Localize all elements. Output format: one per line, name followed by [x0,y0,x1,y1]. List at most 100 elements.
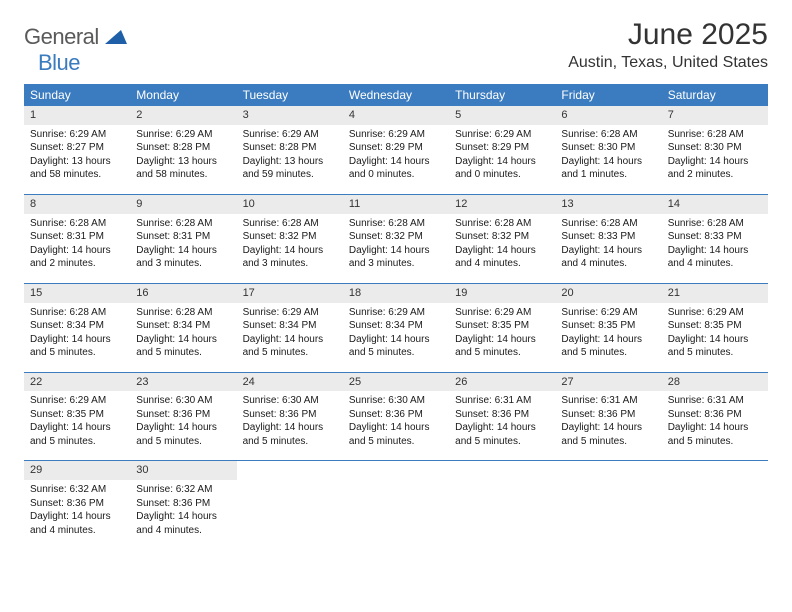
dow-label: Wednesday [343,84,449,106]
sunset-line: Sunset: 8:36 PM [349,408,443,422]
day-number: 18 [343,284,449,303]
week-row: 29Sunrise: 6:32 AMSunset: 8:36 PMDayligh… [24,460,768,543]
logo-triangle-icon [105,30,127,44]
day-number: 11 [343,195,449,214]
sunrise-line: Sunrise: 6:29 AM [455,128,549,142]
day-number: 29 [24,461,130,480]
sunrise-line: Sunrise: 6:28 AM [136,217,230,231]
day-cell: 26Sunrise: 6:31 AMSunset: 8:36 PMDayligh… [449,373,555,455]
day-cell [449,461,555,543]
sunset-line: Sunset: 8:28 PM [136,141,230,155]
sunset-line: Sunset: 8:36 PM [668,408,762,422]
day-body: Sunrise: 6:32 AMSunset: 8:36 PMDaylight:… [130,480,236,543]
location: Austin, Texas, United States [568,54,768,72]
daylight-line: Daylight: 14 hours and 5 minutes. [668,333,762,360]
day-body: Sunrise: 6:30 AMSunset: 8:36 PMDaylight:… [130,391,236,454]
header: General Blue June 2025 Austin, Texas, Un… [24,18,768,76]
sunrise-line: Sunrise: 6:32 AM [30,483,124,497]
daylight-line: Daylight: 13 hours and 58 minutes. [30,155,124,182]
title-block: June 2025 Austin, Texas, United States [568,18,768,72]
day-number: 25 [343,373,449,392]
day-cell: 8Sunrise: 6:28 AMSunset: 8:31 PMDaylight… [24,195,130,277]
sunset-line: Sunset: 8:34 PM [243,319,337,333]
sunrise-line: Sunrise: 6:29 AM [30,394,124,408]
daylight-line: Daylight: 14 hours and 5 minutes. [561,421,655,448]
daylight-line: Daylight: 14 hours and 5 minutes. [349,421,443,448]
daylight-line: Daylight: 13 hours and 58 minutes. [136,155,230,182]
sunrise-line: Sunrise: 6:29 AM [349,128,443,142]
sunset-line: Sunset: 8:31 PM [136,230,230,244]
day-number: 2 [130,106,236,125]
day-cell: 14Sunrise: 6:28 AMSunset: 8:33 PMDayligh… [662,195,768,277]
sunrise-line: Sunrise: 6:30 AM [136,394,230,408]
day-cell: 2Sunrise: 6:29 AMSunset: 8:28 PMDaylight… [130,106,236,188]
day-body: Sunrise: 6:28 AMSunset: 8:30 PMDaylight:… [555,125,661,188]
day-of-week-header: SundayMondayTuesdayWednesdayThursdayFrid… [24,84,768,106]
day-cell: 3Sunrise: 6:29 AMSunset: 8:28 PMDaylight… [237,106,343,188]
daylight-line: Daylight: 14 hours and 5 minutes. [243,421,337,448]
day-body: Sunrise: 6:29 AMSunset: 8:35 PMDaylight:… [24,391,130,454]
day-body: Sunrise: 6:28 AMSunset: 8:32 PMDaylight:… [237,214,343,277]
day-cell: 28Sunrise: 6:31 AMSunset: 8:36 PMDayligh… [662,373,768,455]
sunset-line: Sunset: 8:36 PM [243,408,337,422]
day-number: 22 [24,373,130,392]
daylight-line: Daylight: 14 hours and 4 minutes. [668,244,762,271]
day-number: 20 [555,284,661,303]
day-cell: 4Sunrise: 6:29 AMSunset: 8:29 PMDaylight… [343,106,449,188]
day-body: Sunrise: 6:29 AMSunset: 8:35 PMDaylight:… [662,303,768,366]
logo: General Blue [24,24,127,76]
dow-label: Thursday [449,84,555,106]
day-number: 8 [24,195,130,214]
day-body: Sunrise: 6:29 AMSunset: 8:27 PMDaylight:… [24,125,130,188]
sunset-line: Sunset: 8:32 PM [243,230,337,244]
daylight-line: Daylight: 14 hours and 5 minutes. [243,333,337,360]
week-row: 1Sunrise: 6:29 AMSunset: 8:27 PMDaylight… [24,106,768,188]
day-cell [343,461,449,543]
day-body: Sunrise: 6:29 AMSunset: 8:28 PMDaylight:… [237,125,343,188]
day-cell: 30Sunrise: 6:32 AMSunset: 8:36 PMDayligh… [130,461,236,543]
dow-label: Tuesday [237,84,343,106]
day-cell: 7Sunrise: 6:28 AMSunset: 8:30 PMDaylight… [662,106,768,188]
sunrise-line: Sunrise: 6:28 AM [136,306,230,320]
daylight-line: Daylight: 14 hours and 5 minutes. [668,421,762,448]
day-body: Sunrise: 6:28 AMSunset: 8:32 PMDaylight:… [449,214,555,277]
daylight-line: Daylight: 14 hours and 5 minutes. [30,421,124,448]
sunrise-line: Sunrise: 6:31 AM [455,394,549,408]
sunset-line: Sunset: 8:30 PM [668,141,762,155]
sunrise-line: Sunrise: 6:31 AM [668,394,762,408]
sunset-line: Sunset: 8:28 PM [243,141,337,155]
day-number: 26 [449,373,555,392]
day-body: Sunrise: 6:29 AMSunset: 8:35 PMDaylight:… [555,303,661,366]
daylight-line: Daylight: 14 hours and 0 minutes. [349,155,443,182]
sunrise-line: Sunrise: 6:29 AM [243,306,337,320]
week-row: 8Sunrise: 6:28 AMSunset: 8:31 PMDaylight… [24,194,768,277]
day-number: 3 [237,106,343,125]
day-body: Sunrise: 6:30 AMSunset: 8:36 PMDaylight:… [237,391,343,454]
day-cell [555,461,661,543]
day-number: 14 [662,195,768,214]
sunrise-line: Sunrise: 6:28 AM [30,306,124,320]
sunset-line: Sunset: 8:35 PM [30,408,124,422]
day-body: Sunrise: 6:31 AMSunset: 8:36 PMDaylight:… [662,391,768,454]
day-cell: 17Sunrise: 6:29 AMSunset: 8:34 PMDayligh… [237,284,343,366]
sunrise-line: Sunrise: 6:28 AM [668,217,762,231]
day-cell: 24Sunrise: 6:30 AMSunset: 8:36 PMDayligh… [237,373,343,455]
day-body: Sunrise: 6:28 AMSunset: 8:33 PMDaylight:… [662,214,768,277]
sunset-line: Sunset: 8:36 PM [136,497,230,511]
sunrise-line: Sunrise: 6:30 AM [243,394,337,408]
day-number: 27 [555,373,661,392]
sunset-line: Sunset: 8:36 PM [455,408,549,422]
daylight-line: Daylight: 14 hours and 3 minutes. [243,244,337,271]
day-number: 13 [555,195,661,214]
sunrise-line: Sunrise: 6:29 AM [349,306,443,320]
logo-word-1: General [24,24,99,49]
day-cell: 6Sunrise: 6:28 AMSunset: 8:30 PMDaylight… [555,106,661,188]
daylight-line: Daylight: 14 hours and 2 minutes. [668,155,762,182]
day-number: 7 [662,106,768,125]
sunset-line: Sunset: 8:32 PM [455,230,549,244]
sunrise-line: Sunrise: 6:28 AM [243,217,337,231]
day-number: 19 [449,284,555,303]
day-body: Sunrise: 6:30 AMSunset: 8:36 PMDaylight:… [343,391,449,454]
day-cell: 27Sunrise: 6:31 AMSunset: 8:36 PMDayligh… [555,373,661,455]
sunrise-line: Sunrise: 6:28 AM [30,217,124,231]
